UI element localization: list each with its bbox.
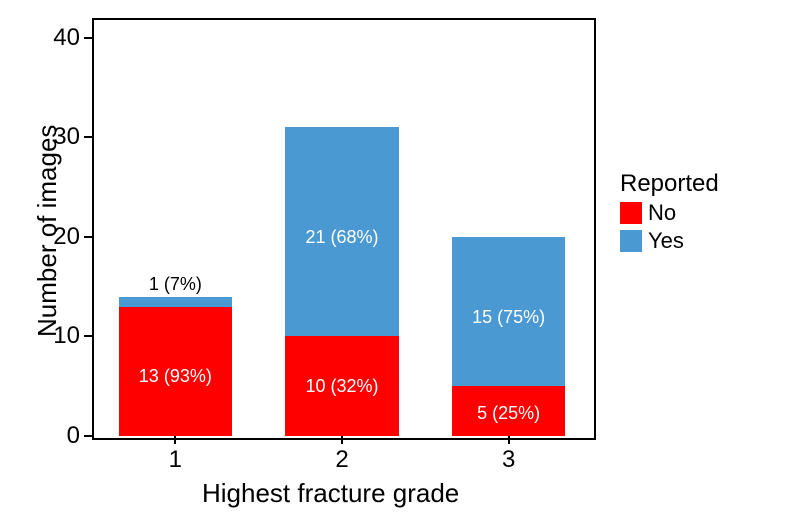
x-tick [341, 436, 343, 444]
bar-value-label: 13 (93%) [105, 366, 245, 387]
x-tick [174, 436, 176, 444]
y-tick [84, 236, 92, 238]
legend-item-yes: Yes [620, 228, 719, 254]
y-tick [84, 136, 92, 138]
legend-swatch [620, 230, 642, 252]
x-tick-label: 2 [312, 446, 372, 474]
x-tick-label: 1 [145, 446, 205, 474]
bar-value-label: 10 (32%) [272, 376, 412, 397]
y-tick-label: 0 [67, 422, 80, 450]
x-axis-title: Highest fracture grade [202, 478, 459, 509]
legend-title: Reported [620, 170, 719, 198]
y-tick [84, 435, 92, 437]
bar-value-label: 1 (7%) [105, 274, 245, 295]
legend: ReportedNoYes [620, 170, 719, 254]
y-tick-label: 40 [53, 24, 80, 52]
bar-value-label: 5 (25%) [439, 403, 579, 424]
bar-value-label: 21 (68%) [272, 227, 412, 248]
y-tick [84, 335, 92, 337]
x-tick [508, 436, 510, 444]
bar-value-label: 15 (75%) [439, 307, 579, 328]
legend-label: Yes [648, 228, 684, 254]
stacked-bar-chart: 010203040123Number of imagesHighest frac… [0, 0, 799, 513]
x-tick-label: 3 [479, 446, 539, 474]
legend-item-no: No [620, 200, 719, 226]
y-axis-title: Number of images [32, 125, 63, 337]
bar-segment-yes [119, 297, 232, 307]
legend-label: No [648, 200, 676, 226]
y-tick [84, 37, 92, 39]
legend-swatch [620, 202, 642, 224]
